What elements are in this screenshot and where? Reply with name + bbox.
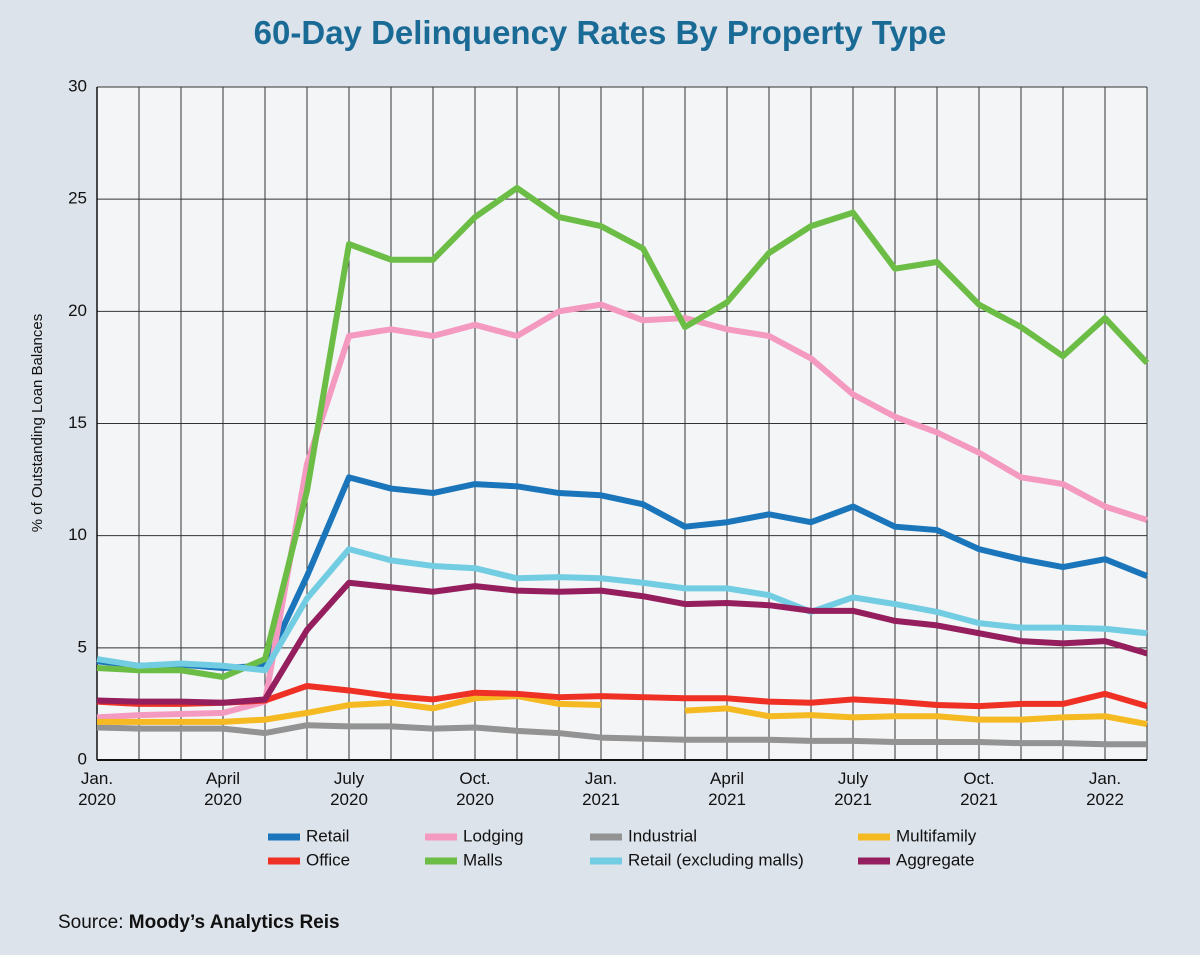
x-tick-label: Oct. 2021 (960, 769, 998, 809)
legend-label: Industrial (628, 826, 697, 845)
legend-label: Retail (excluding malls) (628, 850, 804, 869)
series-line (96, 682, 1148, 710)
x-tick-label: July 2021 (834, 769, 872, 809)
x-tick-label: Jan. 2022 (1086, 769, 1124, 809)
series-line (96, 579, 1148, 706)
legend-label: Lodging (463, 826, 524, 845)
y-tick-label: 15 (68, 413, 87, 432)
source-name: Moody’s Analytics Reis (128, 912, 340, 933)
series-line (96, 546, 1148, 674)
legend-label: Aggregate (896, 850, 974, 869)
x-tick-label: April 2021 (708, 769, 746, 809)
x-tick-label: Oct. 2020 (456, 769, 494, 809)
legend-label: Retail (306, 826, 349, 845)
y-tick-label: 0 (78, 749, 87, 768)
series-line (96, 184, 1150, 680)
legend-label: Office (306, 850, 350, 869)
y-axis-label: % of Outstanding Loan Balances (29, 314, 46, 532)
legend-label: Malls (463, 850, 503, 869)
x-tick-label: July 2020 (330, 769, 368, 809)
y-tick-label: 10 (68, 525, 87, 544)
y-tick-label: 30 (68, 76, 87, 95)
x-tick-label: Jan. 2021 (582, 769, 620, 809)
legend-label: Multifamily (896, 826, 977, 845)
y-tick-label: 20 (68, 301, 87, 320)
source-label: Source: (58, 912, 124, 933)
chart-title: 60-Day Delinquency Rates By Property Typ… (253, 14, 947, 51)
y-tick-label: 25 (68, 189, 87, 208)
source: Source: Moody’s Analytics Reis (58, 912, 340, 934)
y-tick-label: 5 (78, 637, 87, 656)
x-tick-label: April 2020 (204, 769, 242, 809)
x-tick-label: Jan. 2020 (78, 769, 116, 809)
series-line (96, 722, 1147, 748)
